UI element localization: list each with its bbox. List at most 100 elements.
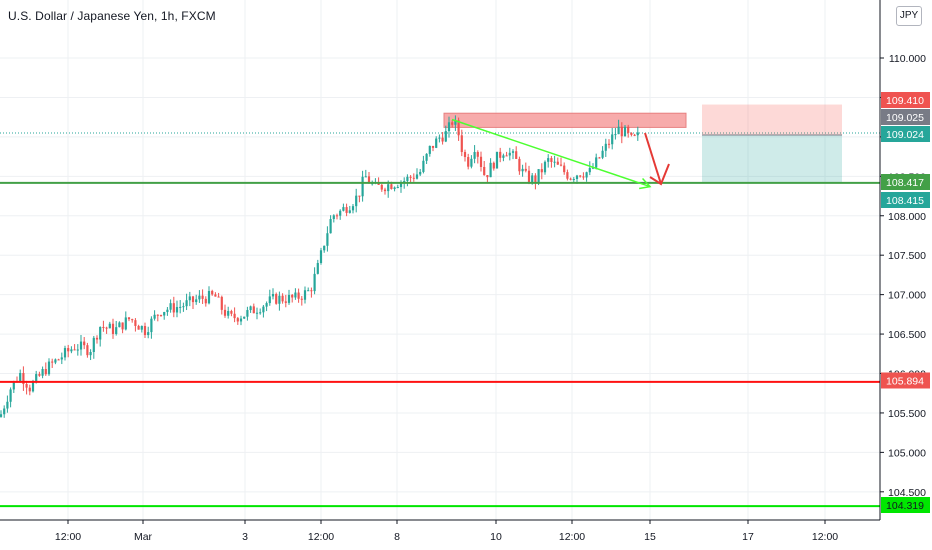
candle-body <box>0 414 3 417</box>
x-tick-label: 10 <box>490 531 502 543</box>
candle-body <box>294 292 297 298</box>
candle-body <box>223 309 227 316</box>
candle-body <box>566 172 569 179</box>
y-tick-label: 106.500 <box>888 329 926 341</box>
candle-body <box>582 176 585 178</box>
candle-body <box>479 156 483 167</box>
y-tick-label: 104.500 <box>888 487 926 499</box>
candle-body <box>63 348 67 358</box>
y-tick-label: 107.000 <box>888 290 926 302</box>
candle-body <box>355 195 358 207</box>
y-tick-label: 107.500 <box>888 250 926 262</box>
candle-body <box>284 301 287 303</box>
price-label: 109.025 <box>886 112 924 124</box>
candle-body <box>102 326 105 328</box>
candle-body <box>604 143 607 151</box>
candle-body <box>515 151 518 159</box>
trendline <box>451 118 651 188</box>
candle-body <box>492 162 495 169</box>
candle-body <box>70 349 73 352</box>
candle-body <box>617 126 620 135</box>
candle-body <box>44 369 47 375</box>
candle-body <box>396 187 399 189</box>
stop-loss-zone <box>702 104 842 135</box>
candle-body <box>406 176 409 181</box>
price-label-box <box>881 192 930 208</box>
candle-body <box>348 210 351 213</box>
price-label: 105.894 <box>886 376 924 388</box>
candle-body <box>41 369 44 376</box>
candle-body <box>249 306 252 311</box>
candle-body <box>108 323 111 329</box>
candle-body <box>364 176 367 178</box>
candle-body <box>319 250 323 264</box>
candle-body <box>262 306 265 313</box>
y-tick-label: 105.000 <box>888 447 926 459</box>
candle-body <box>252 306 255 314</box>
candle-body <box>153 314 156 319</box>
candle-body <box>556 161 559 165</box>
candle-body <box>361 176 364 197</box>
x-tick-label: 3 <box>242 531 248 543</box>
candle-body <box>118 322 121 328</box>
candle-body <box>611 134 614 145</box>
candle-body <box>630 132 633 135</box>
candle-body <box>185 300 188 307</box>
price-label-box <box>881 497 930 513</box>
candle-body <box>399 182 403 188</box>
x-tick-label: 12:00 <box>559 531 585 543</box>
candle-body <box>25 384 28 388</box>
candle-body <box>188 296 191 301</box>
candle-body <box>28 387 31 392</box>
candle-body <box>633 134 636 136</box>
price-label-box <box>881 372 930 389</box>
take-profit-zone <box>702 134 842 184</box>
forecast-arrow <box>644 132 662 185</box>
candle-body <box>508 152 511 156</box>
candle-body <box>572 179 575 181</box>
candle-body <box>79 341 83 350</box>
candle-body <box>380 184 383 190</box>
candle-body <box>287 294 291 303</box>
candle-body <box>175 307 179 313</box>
candle-body <box>76 349 79 351</box>
currency-button[interactable]: JPY <box>896 6 922 26</box>
candle-body <box>303 290 307 300</box>
candle-body <box>495 151 499 169</box>
candle-body <box>358 195 361 197</box>
candle-body <box>575 175 579 180</box>
candle-body <box>499 151 502 158</box>
candle-body <box>204 298 207 304</box>
candle-body <box>444 131 447 142</box>
candle-body <box>12 381 15 390</box>
candle-body <box>307 290 310 292</box>
x-tick-label: 8 <box>394 531 400 543</box>
candle-body <box>147 332 150 336</box>
time-axis-bg <box>0 520 932 550</box>
x-tick-label: 17 <box>742 531 754 543</box>
drawing-zones <box>443 104 842 184</box>
candle-body <box>255 312 259 314</box>
price-label: 108.417 <box>886 177 924 189</box>
candle-body <box>137 325 140 330</box>
candle-body <box>111 323 115 334</box>
candle-body <box>313 273 316 292</box>
candle-body <box>489 162 492 178</box>
y-tick-label: 108.000 <box>888 211 926 223</box>
candle-body <box>537 169 540 183</box>
candle-body <box>281 295 284 302</box>
candle-body <box>543 161 547 173</box>
candle-body <box>591 167 595 169</box>
y-tick-label: 105.500 <box>888 408 926 420</box>
forecast-arrowhead <box>649 163 670 186</box>
price-label-box <box>881 126 930 142</box>
candle-body <box>505 155 508 157</box>
candle-body <box>636 132 639 136</box>
candle-body <box>335 215 339 217</box>
candle-body <box>476 152 479 157</box>
candle-body <box>214 294 217 297</box>
candle-body <box>511 151 515 153</box>
candle-body <box>409 176 412 178</box>
candle-body <box>521 168 524 172</box>
